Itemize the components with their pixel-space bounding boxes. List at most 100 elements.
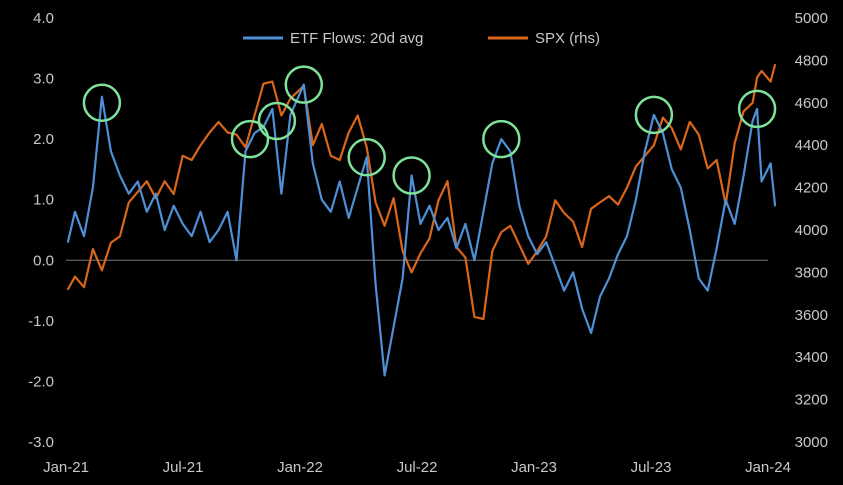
spx-point: [217, 121, 220, 123]
spx-point: [751, 102, 754, 104]
spx-point: [181, 155, 184, 157]
left-tick-label: 2.0: [33, 131, 54, 148]
spx-point: [137, 191, 139, 193]
spx-point: [563, 212, 565, 214]
spx-point: [608, 195, 610, 197]
etf-flows-point: [101, 95, 103, 98]
spx-point: [760, 70, 763, 72]
spx-point: [172, 193, 175, 195]
etf-flows-point: [706, 289, 709, 292]
etf-flows-point: [671, 168, 673, 171]
etf-flows-point: [419, 223, 422, 225]
spx-point: [626, 186, 628, 189]
etf-flows-point: [572, 271, 574, 274]
annotation-circle: [284, 65, 324, 104]
etf-flows-point: [392, 326, 395, 328]
right-tick-label: 4400: [795, 137, 828, 154]
etf-flows-point: [680, 186, 682, 189]
spx-point: [330, 155, 332, 157]
etf-flows-point: [226, 211, 229, 213]
etf-flows-point: [689, 229, 691, 231]
right-tick-label: 4200: [795, 180, 828, 197]
etf-flows-point: [644, 150, 646, 153]
etf-flows-point: [527, 235, 529, 237]
spx-point: [437, 199, 440, 202]
etf-flows-point: [473, 259, 476, 262]
etf-flows-point: [208, 241, 211, 243]
x-tick-label: Jul-23: [631, 459, 672, 476]
x-tick-label: Jan-22: [277, 459, 323, 476]
spx-point: [67, 288, 69, 291]
spx-point: [509, 225, 512, 227]
spx-point: [365, 146, 368, 149]
legend-label-spx: SPX (rhs): [535, 30, 600, 47]
etf-flows-point: [428, 205, 431, 207]
etf-flows-point: [199, 211, 202, 213]
spx-point: [491, 250, 494, 252]
spx-point: [581, 246, 583, 248]
spx-point: [92, 248, 94, 250]
annotation-circle: [482, 119, 521, 159]
etf-flows-point: [500, 138, 503, 140]
etf-flows-point: [599, 295, 601, 298]
etf-flows-point: [110, 150, 112, 153]
etf-flows-point: [338, 180, 341, 183]
spx-point: [383, 225, 386, 227]
spx-point: [653, 144, 655, 146]
etf-flows-point: [365, 156, 368, 159]
right-tick-label: 5000: [795, 10, 828, 27]
etf-flows-point: [312, 162, 314, 165]
etf-flows-point: [724, 198, 727, 201]
etf-flows-point: [590, 332, 592, 334]
annotation-circle: [347, 138, 386, 177]
etf-flows-point: [698, 277, 700, 280]
spx-point: [671, 127, 673, 129]
spx-point: [163, 180, 166, 182]
etf-flows-point: [410, 174, 413, 177]
etf-flows-point: [635, 198, 637, 201]
legend-label-etf-flows: ETF Flows: 20d avg: [290, 30, 423, 47]
etf-flows-point: [374, 283, 377, 286]
right-tick-label: 4000: [795, 222, 828, 239]
etf-flows-point: [715, 247, 718, 249]
etf-flows-point: [491, 162, 494, 165]
spx-point: [208, 131, 211, 134]
right-tick-label: 3800: [795, 264, 828, 281]
etf-flows-point: [181, 223, 184, 225]
spx-point: [482, 318, 485, 320]
spx-point: [199, 144, 202, 146]
left-tick-label: 3.0: [33, 71, 54, 88]
left-tick-label: -1.0: [28, 313, 54, 330]
spx-point: [706, 167, 709, 170]
etf-flows-point: [83, 235, 85, 237]
etf-flows-point: [67, 241, 69, 243]
spx-point: [347, 131, 350, 134]
spx-point: [392, 197, 395, 199]
right-tick-label: 4800: [795, 52, 828, 69]
spx-point: [527, 263, 529, 265]
etf-flows-point: [74, 211, 76, 213]
etf-flows-point: [482, 211, 485, 213]
etf-flows-point: [733, 223, 736, 225]
etf-flows-point: [347, 217, 350, 219]
etf-flows-point: [401, 277, 404, 280]
spx-point: [101, 269, 103, 272]
etf-flows-point: [742, 174, 745, 177]
etf-flows-point: [760, 180, 763, 183]
etf-flows-point: [536, 253, 538, 255]
right-tick-label: 3000: [795, 434, 828, 451]
spx-point: [146, 180, 148, 182]
etf-flows-point: [774, 205, 776, 207]
etf-flows-point: [172, 205, 175, 207]
etf-flows-point: [455, 247, 458, 249]
spx-point: [190, 159, 193, 161]
legend: ETF Flows: 20d avg SPX (rhs): [243, 30, 600, 47]
etf-flows-point: [437, 229, 440, 231]
spx-point: [572, 220, 574, 223]
right-tick-label: 4600: [795, 95, 828, 112]
spx-point: [635, 165, 637, 168]
spx-point: [774, 63, 776, 66]
x-tick-label: Jul-21: [163, 459, 204, 476]
